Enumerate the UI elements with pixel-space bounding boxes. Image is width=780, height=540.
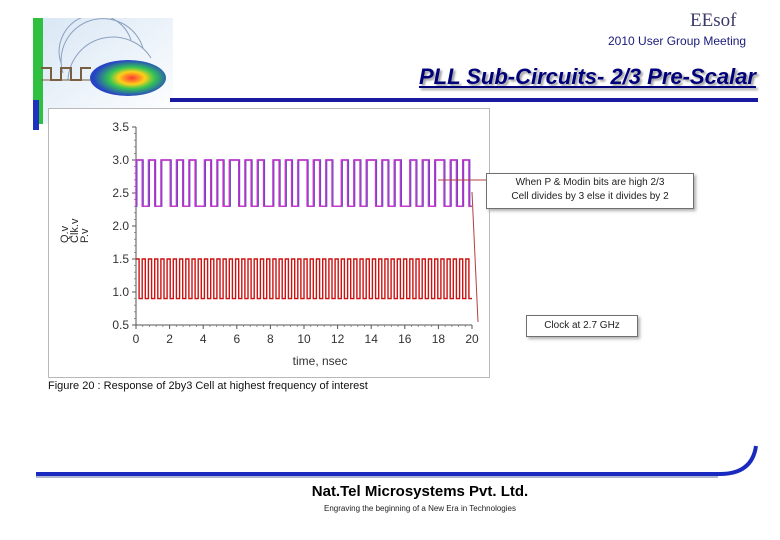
- x-tick-label-7: 14: [365, 332, 379, 346]
- company-name: Nat.Tel Microsystems Pvt. Ltd.: [311, 483, 529, 500]
- y-tick-label-4: 2.5: [112, 186, 129, 200]
- company-tagline: Engraving the beginning of a New Era in …: [324, 504, 516, 513]
- x-axis-title: time, nsec: [293, 354, 348, 368]
- x-tick-label-9: 18: [432, 332, 446, 346]
- x-tick-label-0: 0: [133, 332, 140, 346]
- clock-callout: Clock at 2.7 GHz: [526, 315, 638, 337]
- y-tick-label-5: 3.0: [112, 153, 129, 167]
- x-tick-label-2: 4: [200, 332, 207, 346]
- callout-leader-2: [471, 191, 479, 323]
- y-tick-label-1: 1.0: [112, 285, 129, 299]
- event-label: 2010 User Group Meeting: [608, 34, 747, 48]
- x-tick-label-4: 8: [267, 332, 274, 346]
- chart-series: [135, 159, 472, 300]
- series-q: [135, 159, 472, 207]
- waveform-chart: 0.5 1.0 1.5 2.0 2.5 3.0 3.5 0 2 4 6 8 10 12 14 16 18 20 ti…: [59, 120, 486, 368]
- x-tick-label-6: 12: [331, 332, 345, 346]
- ylabel-clk: Clk.v: [69, 218, 81, 243]
- divide-callout-line2: Cell divides by 3 else it divides by 2: [511, 191, 669, 202]
- y-tick-label-2: 1.5: [112, 252, 129, 266]
- series-clk: [136, 258, 472, 300]
- x-tick-label-1: 2: [166, 332, 173, 346]
- slide-title: PLL Sub-Circuits- 2/3 Pre-Scalar: [418, 64, 756, 89]
- divide-callout-line1: When P & Modin bits are high 2/3: [515, 177, 665, 188]
- figure-caption: Figure 20 : Response of 2by3 Cell at hig…: [48, 380, 368, 392]
- x-tick-label-5: 10: [297, 332, 311, 346]
- ylabel-q: Q.v: [59, 225, 71, 243]
- brand-logo: EEsof: [690, 10, 737, 31]
- y-tick-label-0: 0.5: [112, 318, 129, 332]
- title-underline-bar: [170, 98, 758, 102]
- chart-axes: 0.5 1.0 1.5 2.0 2.5 3.0 3.5 0 2 4 6 8 10 12 14 16 18 20 ti…: [112, 120, 479, 368]
- chart-frame: [48, 108, 490, 378]
- x-tick-label-10: 20: [465, 332, 479, 346]
- footer-swoosh: [36, 445, 758, 478]
- divide-callout: When P & Modin bits are high 2/3 Cell di…: [486, 173, 694, 209]
- x-tick-label-3: 6: [233, 332, 240, 346]
- ylabel-p: P.v: [79, 228, 91, 243]
- logo-graphic: [33, 18, 173, 124]
- y-tick-label-3: 2.0: [112, 219, 129, 233]
- x-tick-label-8: 16: [398, 332, 412, 346]
- side-accent-bar: [33, 100, 39, 130]
- y-tick-label-6: 3.5: [112, 120, 129, 134]
